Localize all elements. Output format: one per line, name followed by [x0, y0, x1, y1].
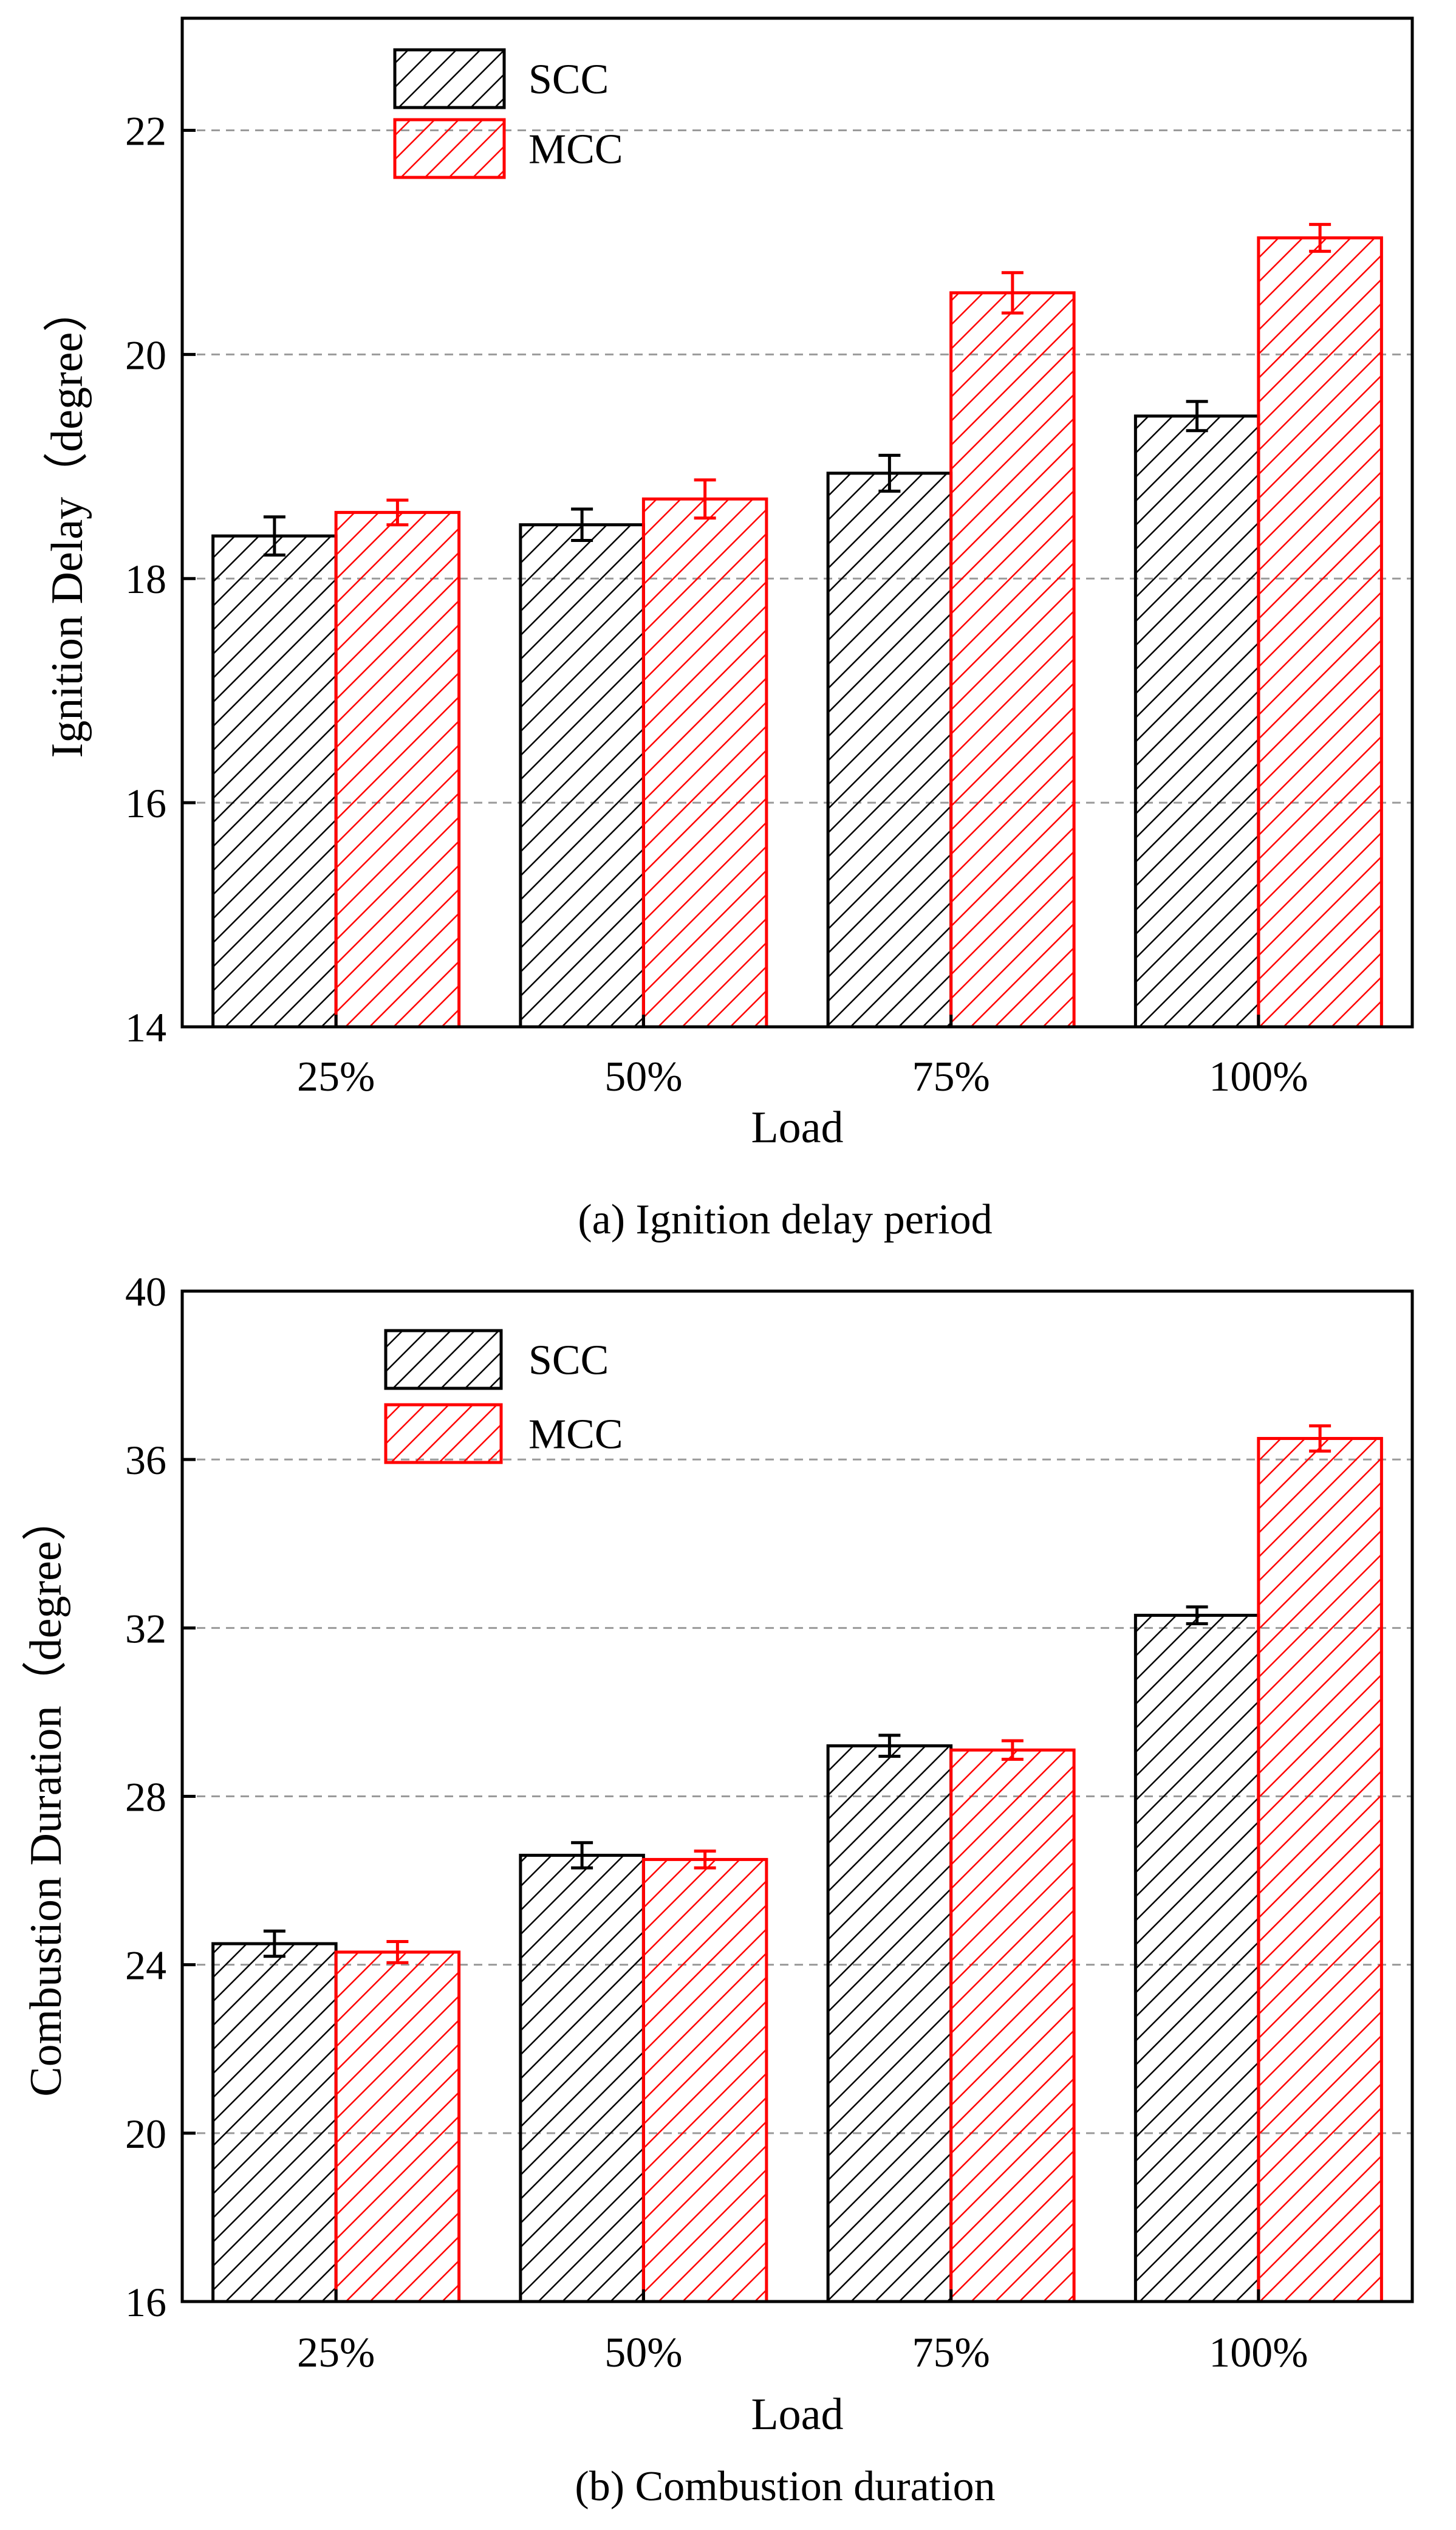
x-axis-title: Load — [751, 2390, 843, 2439]
error-bar — [694, 1850, 716, 1870]
legend-label-scc: SCC — [528, 57, 609, 103]
error-bar — [263, 1929, 285, 1958]
y-tick-label: 20 — [125, 2111, 166, 2157]
y-axis-title: Ignition Delay（degree） — [43, 287, 92, 758]
error-bar — [1001, 271, 1024, 315]
error-bar — [878, 1733, 901, 1758]
error-bar — [878, 453, 901, 493]
error-bar — [571, 507, 593, 543]
error-bar — [386, 498, 409, 527]
legend-swatch-mcc — [384, 1403, 503, 1464]
x-ticks: 25% 50% 75% 100% — [297, 1015, 1308, 1100]
y-tick-label: 40 — [125, 1269, 166, 1315]
x-axis-title: Load — [751, 1103, 843, 1153]
error-bar — [694, 478, 716, 520]
error-bar — [1186, 1605, 1208, 1625]
plot-frame — [180, 16, 1414, 1029]
x-tick-label: 75% — [912, 1054, 989, 1100]
error-bar — [263, 515, 285, 557]
error-bar — [1186, 400, 1208, 433]
x-tick-label: 75% — [912, 2329, 989, 2376]
y-tick-label: 32 — [125, 1605, 166, 1651]
y-tick-label: 14 — [125, 1004, 166, 1051]
y-tick-label: 22 — [125, 108, 166, 154]
bar-mcc-75pct — [949, 1748, 1076, 2303]
y-axis-title: Combustion Duration（degree） — [21, 1496, 71, 2097]
legend-swatch-scc — [393, 48, 506, 109]
y-tick-label: 24 — [125, 1942, 166, 1989]
bar-scc-50pct — [519, 1854, 645, 2303]
error-bar — [1001, 1739, 1024, 1761]
legend-label-mcc: MCC — [528, 1411, 623, 1458]
bar-mcc-25pct — [334, 510, 461, 1029]
error-bars — [263, 1424, 1331, 1964]
x-tick-label: 100% — [1209, 2329, 1308, 2376]
error-bars — [263, 222, 1331, 557]
bar-scc-25pct — [211, 534, 338, 1029]
x-tick-label: 25% — [297, 1054, 375, 1100]
bars — [211, 1437, 1383, 2303]
chart-ignition-delay: 14 16 18 20 22 25% 50% 75% 100% SCC MCC Load Ig… — [43, 16, 1414, 1243]
bar-scc-50pct — [519, 523, 645, 1029]
error-bar — [1309, 1424, 1331, 1453]
bar-mcc-25pct — [334, 1950, 461, 2303]
x-tick-label: 25% — [297, 2329, 375, 2376]
error-bar — [1309, 222, 1331, 253]
legend: SCC MCC — [393, 48, 623, 179]
legend-swatch-mcc — [393, 118, 506, 179]
y-ticks: 16 20 24 28 32 36 40 — [125, 1269, 196, 2325]
chart-combustion-duration: 16 20 24 28 32 36 40 25% 50% 75% 100% SCC MCC Loa… — [21, 1269, 1414, 2510]
legend-label-mcc: MCC — [528, 126, 623, 173]
x-tick-label: 100% — [1209, 1054, 1308, 1100]
bar-scc-100pct — [1133, 1614, 1260, 2303]
bar-mcc-50pct — [641, 1857, 768, 2303]
figure-caption: (b) Combustion duration — [575, 2463, 995, 2510]
y-tick-label: 16 — [125, 780, 166, 826]
x-tick-label: 50% — [604, 2329, 682, 2376]
bar-mcc-50pct — [641, 497, 768, 1029]
y-tick-label: 16 — [125, 2279, 166, 2325]
y-tick-label: 36 — [125, 1437, 166, 1483]
legend: SCC MCC — [384, 1329, 623, 1464]
bar-mcc-100pct — [1257, 236, 1383, 1029]
bar-mcc-100pct — [1257, 1437, 1383, 2303]
error-bar — [571, 1841, 593, 1870]
bar-mcc-75pct — [949, 291, 1076, 1029]
bar-scc-100pct — [1133, 414, 1260, 1029]
x-ticks: 25% 50% 75% 100% — [297, 2289, 1308, 2376]
y-tick-label: 28 — [125, 1774, 166, 1820]
y-tick-label: 18 — [125, 556, 166, 602]
error-bar — [386, 1940, 409, 1964]
figure-caption: (a) Ignition delay period — [578, 1196, 992, 1243]
legend-swatch-scc — [384, 1329, 503, 1390]
legend-label-scc: SCC — [528, 1337, 609, 1384]
y-ticks: 14 16 18 20 22 — [125, 108, 196, 1051]
y-tick-label: 20 — [125, 332, 166, 378]
bar-scc-75pct — [826, 471, 953, 1029]
bar-scc-25pct — [211, 1942, 338, 2303]
bar-scc-75pct — [826, 1744, 953, 2303]
bars — [211, 236, 1383, 1029]
x-tick-label: 50% — [604, 1054, 682, 1100]
